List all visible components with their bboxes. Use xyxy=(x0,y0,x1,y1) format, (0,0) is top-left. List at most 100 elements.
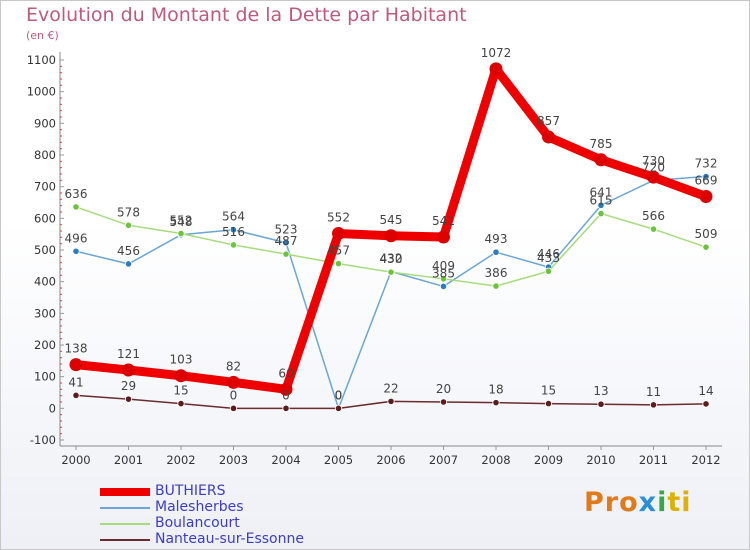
data-label-boulancourt: 386 xyxy=(485,266,508,280)
logo-part-2: x xyxy=(638,487,658,518)
data-label-boulancourt: 457 xyxy=(327,244,350,258)
x-tick-label: 2005 xyxy=(324,453,353,467)
data-point-nanteau-sur-essonne xyxy=(439,398,448,406)
data-label-boulancourt: 487 xyxy=(275,234,298,248)
data-point-buthiers xyxy=(332,227,345,241)
data-point-malesherbes xyxy=(597,201,605,209)
data-point-nanteau-sur-essonne xyxy=(597,400,605,408)
data-point-boulancourt xyxy=(649,225,658,233)
x-tick-label: 2010 xyxy=(586,453,615,467)
legend-item: Malesherbes xyxy=(100,499,340,516)
y-tick-label: 800 xyxy=(34,148,56,162)
data-point-buthiers xyxy=(489,62,503,76)
x-tick-label: 2007 xyxy=(429,453,458,467)
data-label-buthiers: 785 xyxy=(590,137,613,151)
data-label-malesherbes: 0 xyxy=(335,388,343,402)
y-tick-label: 600 xyxy=(34,211,56,225)
data-label-buthiers: 103 xyxy=(170,353,193,367)
data-label-boulancourt: 433 xyxy=(537,251,560,265)
data-label-boulancourt: 509 xyxy=(695,227,718,241)
data-point-nanteau-sur-essonne xyxy=(702,400,710,408)
chart-subtitle: (en €) xyxy=(26,29,59,42)
data-point-nanteau-sur-essonne xyxy=(177,399,185,408)
legend-label: Malesherbes xyxy=(155,499,244,515)
data-label-nanteau-sur-essonne: 22 xyxy=(383,381,398,395)
y-tick-label: 700 xyxy=(34,180,56,194)
data-point-buthiers xyxy=(122,363,135,377)
data-point-boulancourt xyxy=(439,275,448,283)
data-label-boulancourt: 430 xyxy=(380,252,403,266)
data-label-buthiers: 138 xyxy=(65,342,88,356)
data-point-nanteau-sur-essonne xyxy=(72,391,80,399)
data-label-nanteau-sur-essonne: 29 xyxy=(121,379,136,393)
data-point-nanteau-sur-essonne xyxy=(544,399,553,408)
legend-swatch xyxy=(100,523,150,525)
data-point-malesherbes xyxy=(229,226,238,234)
data-label-buthiers: 730 xyxy=(642,154,665,168)
logo-part-3: i xyxy=(657,487,668,518)
data-point-nanteau-sur-essonne xyxy=(492,399,500,407)
data-point-buthiers xyxy=(542,130,555,144)
data-label-buthiers: 60 xyxy=(278,366,293,380)
logo-part-4: ti xyxy=(667,487,692,518)
data-label-malesherbes: 641 xyxy=(590,185,613,199)
data-point-nanteau-sur-essonne xyxy=(387,397,395,405)
x-tick-label: 2000 xyxy=(61,453,90,467)
data-label-buthiers: 669 xyxy=(695,173,718,187)
data-point-buthiers xyxy=(437,230,450,244)
data-label-boulancourt: 409 xyxy=(432,259,455,273)
data-label-malesherbes: 523 xyxy=(275,223,298,237)
y-tick-label: 500 xyxy=(34,243,56,257)
x-tick-label: 2006 xyxy=(376,453,405,467)
x-tick-label: 2009 xyxy=(534,453,563,467)
data-label-buthiers: 121 xyxy=(117,347,140,361)
data-label-nanteau-sur-essonne: 15 xyxy=(541,384,556,398)
data-label-malesherbes: 496 xyxy=(65,231,88,245)
data-label-nanteau-sur-essonne: 0 xyxy=(335,388,343,402)
data-label-nanteau-sur-essonne: 0 xyxy=(282,388,290,402)
data-label-boulancourt: 516 xyxy=(222,225,245,239)
data-label-buthiers: 857 xyxy=(537,114,560,128)
y-tick-label: -100 xyxy=(30,433,56,447)
legend-item: BUTHIERS xyxy=(100,483,340,500)
data-label-nanteau-sur-essonne: 15 xyxy=(173,384,188,398)
data-point-malesherbes xyxy=(492,248,500,256)
data-label-malesherbes: 720 xyxy=(642,160,665,174)
data-point-boulancourt xyxy=(597,209,605,218)
data-point-nanteau-sur-essonne xyxy=(334,404,343,412)
data-label-boulancourt: 552 xyxy=(170,214,193,228)
data-label-nanteau-sur-essonne: 14 xyxy=(698,384,713,398)
legend-item: Nanteau-sur-Essonne xyxy=(100,531,340,548)
data-label-boulancourt: 615 xyxy=(590,194,613,208)
data-point-boulancourt xyxy=(124,221,133,229)
data-point-boulancourt xyxy=(492,282,500,290)
y-tick-label: 1000 xyxy=(27,85,56,99)
data-label-malesherbes: 548 xyxy=(170,215,193,229)
legend-label: BUTHIERS xyxy=(155,483,226,499)
legend-label: Boulancourt xyxy=(155,515,240,531)
proxiti-logo: Proxiti xyxy=(584,487,692,518)
data-label-malesherbes: 732 xyxy=(695,157,718,171)
data-point-malesherbes xyxy=(72,247,80,255)
chart-title: Evolution du Montant de la Dette par Hab… xyxy=(26,4,467,26)
data-label-boulancourt: 636 xyxy=(65,187,88,201)
data-point-nanteau-sur-essonne xyxy=(649,401,658,409)
x-tick-label: 2003 xyxy=(219,453,248,467)
data-label-buthiers: 1072 xyxy=(481,46,512,60)
data-label-buthiers: 541 xyxy=(432,214,455,228)
data-label-malesherbes: 456 xyxy=(117,244,140,258)
series-line-buthiers xyxy=(71,64,711,394)
data-label-buthiers: 545 xyxy=(380,213,403,227)
data-point-buthiers xyxy=(699,189,713,203)
data-point-nanteau-sur-essonne xyxy=(282,404,290,412)
y-tick-label: 300 xyxy=(34,306,56,320)
x-tick-label: 2002 xyxy=(166,453,195,467)
data-label-nanteau-sur-essonne: 41 xyxy=(68,375,83,389)
y-tick-label: 400 xyxy=(34,275,56,289)
data-point-boulancourt xyxy=(229,241,238,249)
data-point-malesherbes xyxy=(439,282,448,291)
data-label-nanteau-sur-essonne: 0 xyxy=(230,388,238,402)
data-label-malesherbes: 432 xyxy=(380,252,403,266)
logo-part-1: Pro xyxy=(584,487,639,518)
y-tick-label: 0 xyxy=(49,401,56,415)
